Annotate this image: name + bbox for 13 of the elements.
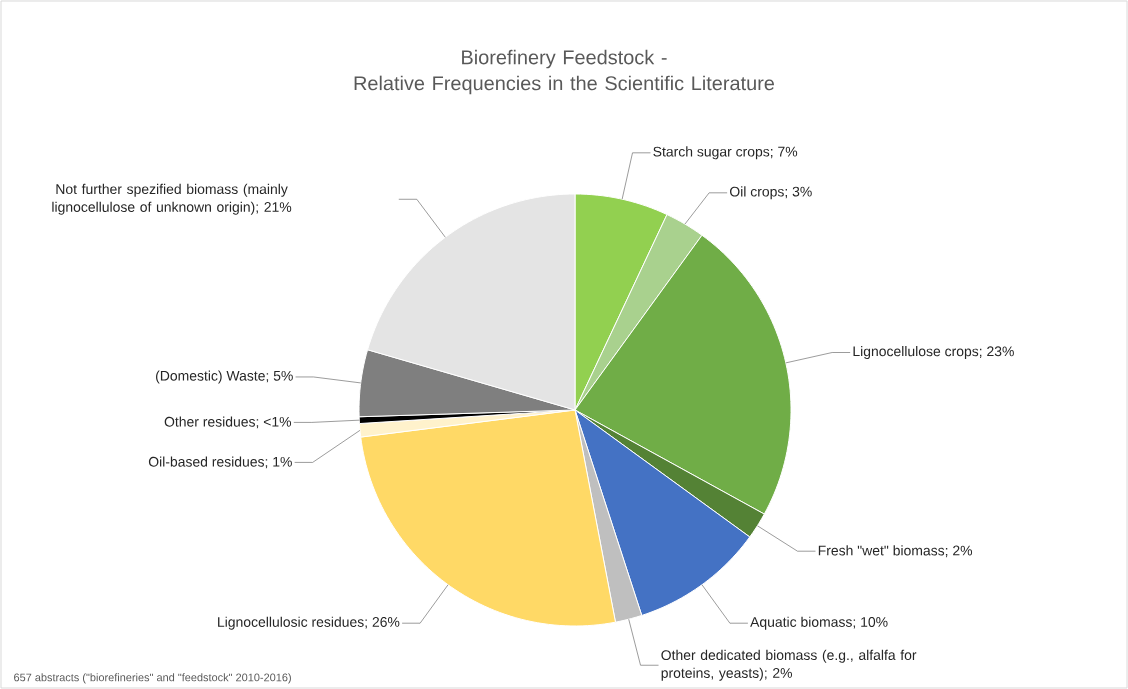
slice-label: Oil crops; 3%	[730, 186, 812, 200]
slice-label: Starch sugar crops; 7%	[653, 146, 798, 160]
chart-title: Biorefinery Feedstock - Relative Frequencies in the Scientific Literature	[354, 49, 775, 95]
slice-label: Lignocellulosic residues; 26%	[218, 616, 400, 630]
slice-label: Fresh "wet" biomass; 2%	[818, 545, 973, 558]
text: 657 abstracts ("biorefineries" and "feedstock" 2010-2016)	[14, 673, 291, 684]
slice-label: Lignocellulose crops; 23%	[853, 346, 1014, 359]
slice-label: Not further spezified biomass (mainly lignocellulose of unknown origin); 21%	[52, 183, 292, 215]
slice-label: Other residues; <1%	[164, 416, 292, 429]
slice-label: Other dedicated biomass (e.g., alfalfa for proteins, yeasts); 2%	[661, 649, 917, 681]
slice-label: (Domestic) Waste; 5%	[156, 370, 293, 384]
slice-label: Aquatic biomass; 10%	[750, 616, 888, 630]
slice-label: Oil-based residues; 1%	[148, 456, 292, 469]
